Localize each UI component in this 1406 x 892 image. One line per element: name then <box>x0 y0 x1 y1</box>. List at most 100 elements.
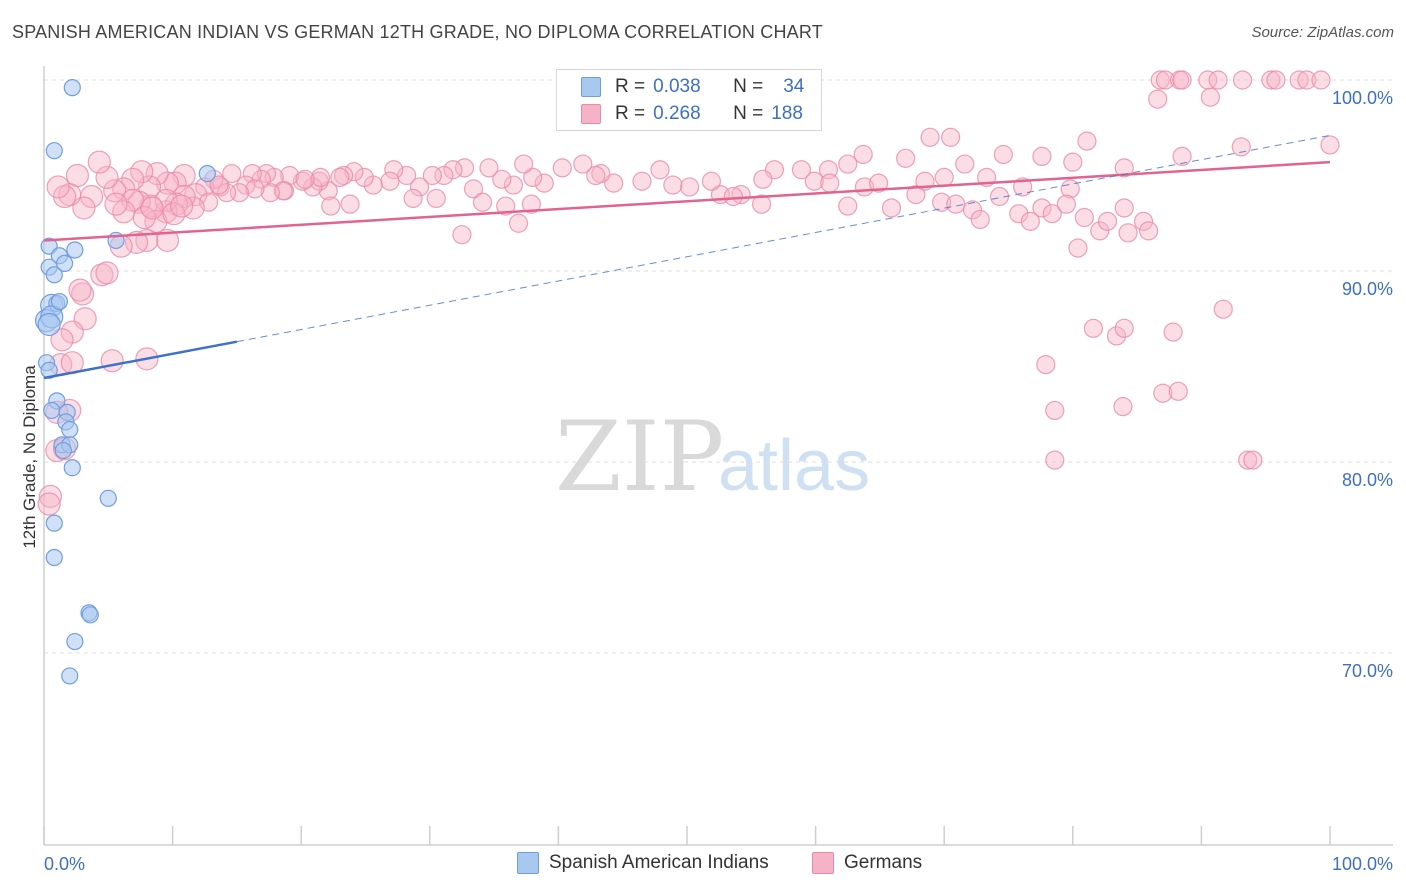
germans-point <box>970 209 990 230</box>
germans-point <box>479 158 499 178</box>
germans-point <box>514 154 534 174</box>
germans-point <box>121 167 145 191</box>
germans-point <box>820 173 840 193</box>
spanish-american-indians-point <box>43 401 61 420</box>
germans-point <box>124 230 149 254</box>
germans-point <box>1155 70 1175 90</box>
gridlines <box>44 79 1393 654</box>
germans-point <box>508 213 529 233</box>
germans-point <box>1172 70 1192 90</box>
germans-point <box>256 163 277 184</box>
legend-r-label: R = <box>615 76 646 97</box>
germans-point <box>409 177 430 197</box>
germans-point <box>1009 204 1029 224</box>
germans-point <box>804 171 824 191</box>
germans-point <box>946 194 966 214</box>
germans-point <box>941 127 961 147</box>
germans-point <box>523 167 543 188</box>
y-tick-label-70: 70.0% <box>1342 661 1393 681</box>
germans-point <box>104 192 128 216</box>
germans-point <box>920 127 940 147</box>
germans-point <box>155 171 180 195</box>
legend-n-value: 188 <box>771 103 803 124</box>
germans-point <box>1114 318 1134 338</box>
germans-point <box>1036 354 1056 375</box>
germans-point <box>751 194 772 214</box>
germans-point <box>1097 211 1118 231</box>
germans-point <box>242 163 262 184</box>
trendlines <box>43 134 1331 380</box>
spanish-american-indians-point <box>198 164 216 183</box>
germans-point <box>310 167 331 188</box>
y-tick-label-80: 80.0% <box>1342 470 1393 490</box>
germans-point <box>496 196 516 216</box>
germans-point <box>95 165 119 190</box>
germans-point <box>330 167 350 188</box>
legend-swatch-pink <box>581 104 601 124</box>
germans-point <box>217 183 237 203</box>
germans-point <box>112 177 136 201</box>
germans-point <box>1200 87 1221 107</box>
spanish-american-indians-point <box>45 142 63 160</box>
germans-point <box>72 196 96 220</box>
germans-point <box>1148 89 1168 109</box>
axes <box>43 66 1393 846</box>
bottom-legend-spanish: Spanish American Indians <box>517 852 769 874</box>
germans-point <box>753 169 773 189</box>
germans-point <box>521 194 541 214</box>
germans-point <box>1139 221 1159 241</box>
germans-point <box>222 163 242 184</box>
germans-point <box>1243 450 1263 470</box>
spanish-trendline-extension <box>236 134 1331 343</box>
germans-point <box>1172 146 1192 166</box>
watermark-zip: ZIP <box>555 401 724 513</box>
germans-point <box>245 179 265 199</box>
x-tick-label-min: 0.0% <box>44 854 85 874</box>
legend-n-label: N = <box>733 76 764 97</box>
germans-point <box>701 171 722 191</box>
germans-point <box>426 188 446 209</box>
legend-row-spanish: R = 0.038 N = 34 <box>557 74 804 100</box>
germans-point <box>573 154 593 174</box>
germans-point <box>1232 70 1253 90</box>
germans-point <box>1068 238 1088 258</box>
germans-point <box>1045 400 1065 421</box>
germans-point <box>87 150 111 174</box>
germans-point <box>1208 70 1228 90</box>
spanish-american-indians-point <box>81 606 99 624</box>
bottom-legend-label-spanish: Spanish American Indians <box>549 852 769 873</box>
x-tick-label-max: 100.0% <box>1332 854 1393 874</box>
watermark-atlas: atlas <box>718 426 870 506</box>
stats-legend: R = 0.038 N = 34 R = 0.268 N = 188 <box>556 69 822 131</box>
germans-point <box>1163 322 1183 342</box>
germans-point <box>1133 211 1154 231</box>
germans-point <box>103 179 127 203</box>
germans-point <box>38 484 63 508</box>
germans-point <box>1060 179 1080 199</box>
legend-r-value: 0.038 <box>653 76 701 97</box>
spanish-american-indians-point <box>66 632 84 651</box>
germans-point <box>170 194 194 218</box>
spanish-american-indians-point <box>50 292 69 311</box>
germans-point <box>452 225 472 245</box>
germans-point <box>993 144 1013 165</box>
y-tick-label-90: 90.0% <box>1342 279 1393 299</box>
germans-point <box>1320 135 1340 155</box>
germans-point <box>1077 131 1097 151</box>
germans-point <box>95 261 119 285</box>
spanish-american-indians-points <box>34 79 216 685</box>
germans-point <box>1153 383 1173 403</box>
germans-point <box>403 188 423 209</box>
germans-trendline <box>43 160 1331 242</box>
germans-point <box>384 160 404 180</box>
germans-point <box>354 167 374 188</box>
germans-point <box>604 173 624 193</box>
germans-point <box>723 186 743 207</box>
legend-swatch-blue <box>581 77 601 97</box>
germans-point <box>132 205 156 230</box>
germans-point <box>534 173 554 193</box>
spanish-american-indians-point <box>63 79 81 97</box>
y-tick-labels: 70.0% 80.0% 90.0% 100.0% <box>1332 88 1393 681</box>
spanish-american-indians-point <box>54 441 72 460</box>
germans-points <box>37 70 1340 516</box>
